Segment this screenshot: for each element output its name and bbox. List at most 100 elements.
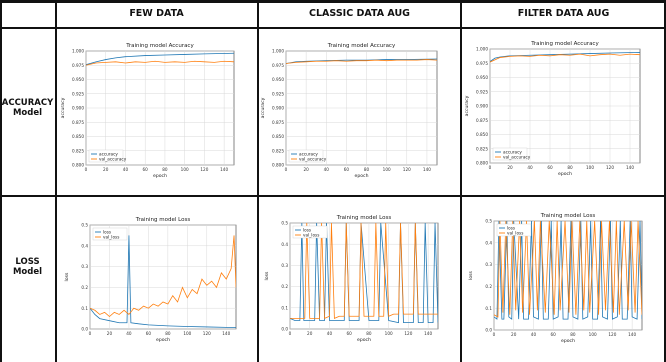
- x-tick-label: 120: [203, 331, 211, 336]
- y-tick-label: 1.000: [272, 49, 284, 54]
- x-tick-label: 20: [511, 332, 517, 337]
- x-tick-label: 20: [307, 331, 313, 336]
- legend-entry: accuracy: [503, 150, 522, 155]
- x-tick-label: 60: [347, 331, 353, 336]
- chart-title: Training model Loss: [336, 215, 392, 221]
- y-tick-label: 0.1: [281, 305, 288, 310]
- x-tick-label: 40: [126, 331, 132, 336]
- y-tick-label: 0.875: [272, 120, 284, 125]
- column-header-filter-data-aug: FILTER DATA AUG: [517, 8, 610, 19]
- y-tick-label: 0.2: [281, 284, 288, 289]
- x-tick-label: 60: [551, 332, 557, 337]
- y-tick-label: 0.800: [476, 161, 488, 166]
- y-tick-label: 0.0: [281, 327, 288, 332]
- chart-title: Training model Loss: [135, 217, 191, 223]
- border-col1: [55, 0, 57, 362]
- row-label-accuracy: ACCURACY Model: [0, 98, 55, 118]
- legend: [492, 147, 528, 161]
- y-tick-label: 0.925: [72, 91, 84, 96]
- x-tick-label: 20: [107, 331, 113, 336]
- chart-title: Training model Accuracy: [530, 41, 599, 47]
- x-tick-label: 120: [200, 167, 208, 172]
- y-tick-label: 0.1: [485, 306, 492, 311]
- row-label-loss-line2: Model: [12, 267, 43, 277]
- y-tick-label: 0.5: [281, 221, 288, 226]
- x-tick-label: 60: [146, 331, 152, 336]
- plot-area: [89, 224, 237, 330]
- border-right: [664, 0, 666, 362]
- x-tick-label: 100: [383, 167, 391, 172]
- y-tick-label: 0.2: [81, 285, 88, 290]
- x-tick-label: 100: [181, 167, 189, 172]
- series-line-val-loss: [494, 221, 642, 318]
- y-tick-label: 0.800: [272, 163, 284, 168]
- series-line-val-accuracy: [490, 53, 640, 63]
- y-tick-label: 0.3: [281, 263, 288, 268]
- y-tick-label: 0.975: [72, 63, 84, 68]
- x-tick-label: 0: [85, 167, 88, 172]
- chart-title: Training model Accuracy: [327, 43, 396, 49]
- legend-entry: loss: [303, 228, 311, 233]
- series-line-val-accuracy: [286, 59, 437, 64]
- x-tick-label: 80: [364, 167, 370, 172]
- x-axis-label: epoch: [561, 338, 575, 344]
- x-tick-label: 40: [527, 165, 533, 170]
- x-tick-label: 140: [220, 167, 228, 172]
- y-tick-label: 0.800: [72, 163, 84, 168]
- x-tick-label: 0: [89, 331, 92, 336]
- y-axis-label: accuracy: [464, 95, 470, 116]
- legend: [292, 225, 328, 239]
- column-header-classic-data-aug: CLASSIC DATA AUG: [309, 8, 410, 19]
- x-tick-label: 140: [424, 331, 432, 336]
- y-tick-label: 0.825: [476, 146, 488, 151]
- legend-entry: accuracy: [99, 152, 118, 157]
- loss-chart-few-data: Training model Loss 0.0 0.1 0.2 0.3 0.4 0.5 0 20…: [64, 217, 237, 343]
- x-axis-label: epoch: [156, 337, 170, 343]
- x-tick-label: 40: [327, 331, 333, 336]
- y-axis-label: loss: [264, 271, 270, 280]
- y-tick-label: 0.975: [272, 63, 284, 68]
- column-header-few-data: FEW DATA: [129, 8, 184, 19]
- y-tick-label: 0.0: [485, 328, 492, 333]
- loss-chart-classic-data-aug: Training model Loss 0.0 0.1 0.2 0.3 0.4 0.5 0 20…: [264, 215, 439, 343]
- legend-entry: val_loss: [507, 231, 523, 236]
- y-tick-label: 1.000: [72, 49, 84, 54]
- border-left: [0, 0, 2, 362]
- legend: [92, 227, 128, 241]
- y-tick-label: 0.4: [81, 243, 88, 248]
- x-tick-label: 120: [606, 165, 614, 170]
- x-tick-label: 0: [489, 165, 492, 170]
- chart-title: Training model Accuracy: [125, 43, 194, 49]
- x-tick-label: 80: [366, 331, 372, 336]
- border-header: [0, 27, 666, 29]
- legend-entry: val_loss: [103, 235, 119, 240]
- y-tick-label: 0.1: [81, 306, 88, 311]
- y-tick-label: 0.900: [72, 106, 84, 111]
- y-tick-label: 0.4: [281, 242, 288, 247]
- y-tick-label: 0.950: [272, 77, 284, 82]
- y-tick-label: 0.4: [485, 240, 492, 245]
- y-axis-label: loss: [64, 272, 70, 281]
- y-tick-label: 0.950: [72, 77, 84, 82]
- row-label-accuracy-line2: Model: [12, 108, 43, 118]
- x-tick-label: 40: [531, 332, 537, 337]
- legend: [88, 149, 124, 163]
- series-line-val-loss: [290, 223, 438, 319]
- y-tick-label: 0.2: [485, 284, 492, 289]
- border-col2: [257, 0, 259, 362]
- accuracy-chart-few-data: Training model Accuracy 0.800 0.825 0.850 0.…: [60, 43, 235, 179]
- series-line-accuracy: [86, 52, 234, 66]
- legend-entry: accuracy: [299, 152, 318, 157]
- x-axis-label: epoch: [355, 173, 369, 179]
- row-label-accuracy-line1: ACCURACY: [1, 98, 54, 108]
- series-line-accuracy: [286, 58, 437, 64]
- x-tick-label: 20: [303, 167, 309, 172]
- loss-chart-filter-data-aug: Training model Loss 0.0 0.1 0.2 0.3 0.4 0.5 0 20…: [468, 213, 643, 344]
- accuracy-chart-classic-data-aug: Training model Accuracy 0.800 0.825 0.850 0.…: [260, 43, 438, 179]
- x-tick-label: 60: [547, 165, 553, 170]
- x-tick-label: 140: [222, 331, 230, 336]
- y-tick-label: 0.925: [272, 91, 284, 96]
- x-axis-label: epoch: [153, 173, 167, 179]
- x-tick-label: 40: [123, 167, 129, 172]
- y-tick-label: 0.0: [81, 327, 88, 332]
